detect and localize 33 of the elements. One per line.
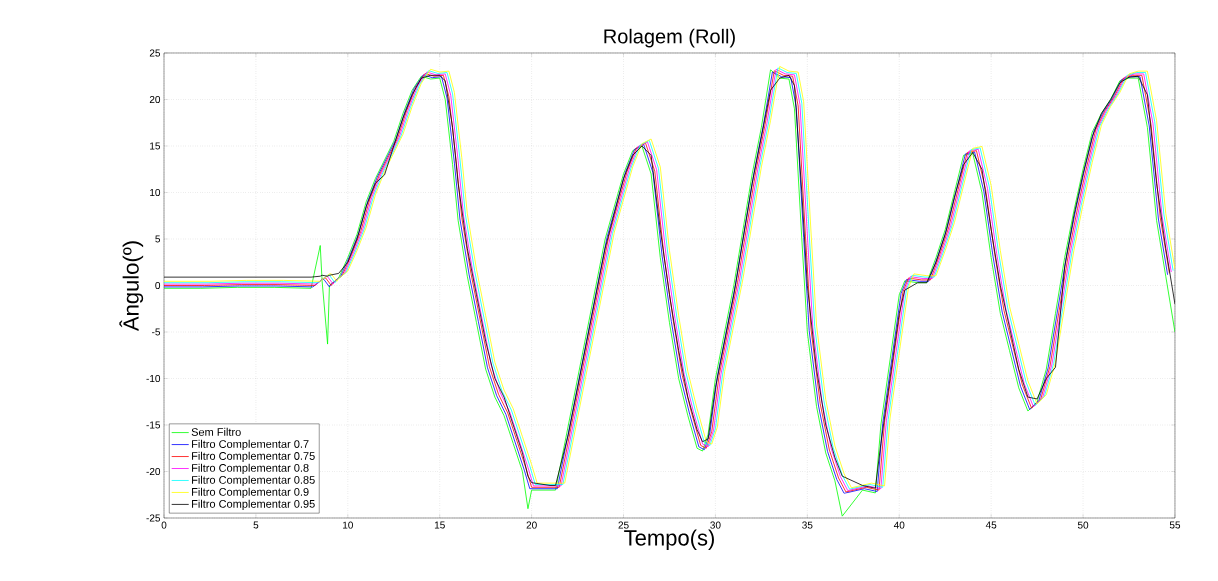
y-axis-title: Ângulo(º) [119, 241, 144, 332]
y-tick-label: 25 [149, 49, 161, 57]
y-tick-label: -10 [146, 374, 161, 383]
legend-label: Filtro Complementar 0.8 [192, 463, 309, 475]
legend-label: Filtro Complementar 0.75 [192, 451, 315, 463]
y-tick-label: -15 [146, 421, 161, 429]
x-tick-label: 35 [802, 521, 813, 529]
x-tick-label: 50 [1077, 521, 1089, 529]
x-tick-label: 0 [161, 521, 167, 529]
legend-label: Filtro Complementar 0.95 [192, 499, 315, 510]
x-tick-label: 5 [253, 521, 259, 529]
legend-label: Filtro Complementar 0.85 [192, 475, 315, 486]
x-tick-label: 30 [710, 521, 721, 529]
x-tick-label: 40 [893, 521, 905, 529]
x-tick-label: 10 [343, 521, 353, 529]
y-tick-label: -25 [146, 514, 161, 522]
x-axis-title: Tempo(s) [624, 529, 714, 550]
x-tick-label: 45 [985, 521, 997, 529]
y-tick-label: 10 [150, 188, 161, 197]
legend-label: Filtro Complementar 0.9 [192, 487, 309, 498]
y-tick-label: -5 [152, 328, 161, 336]
x-tick-label: 15 [434, 521, 445, 529]
legend-label: Sem Filtro [191, 427, 241, 436]
x-tick-label: 20 [526, 521, 537, 529]
y-tick-label: 15 [150, 142, 161, 150]
x-tick-label: 25 [618, 521, 629, 529]
legend-label: Filtro Complementar 0.7 [192, 439, 309, 451]
y-tick-label: 0 [155, 281, 161, 290]
chart-title: Rolagem (Roll) [604, 28, 735, 48]
y-tick-label: -20 [146, 467, 161, 476]
y-tick-label: 20 [149, 95, 161, 104]
x-tick-label: 55 [1169, 521, 1181, 529]
y-tick-label: 5 [155, 235, 161, 243]
